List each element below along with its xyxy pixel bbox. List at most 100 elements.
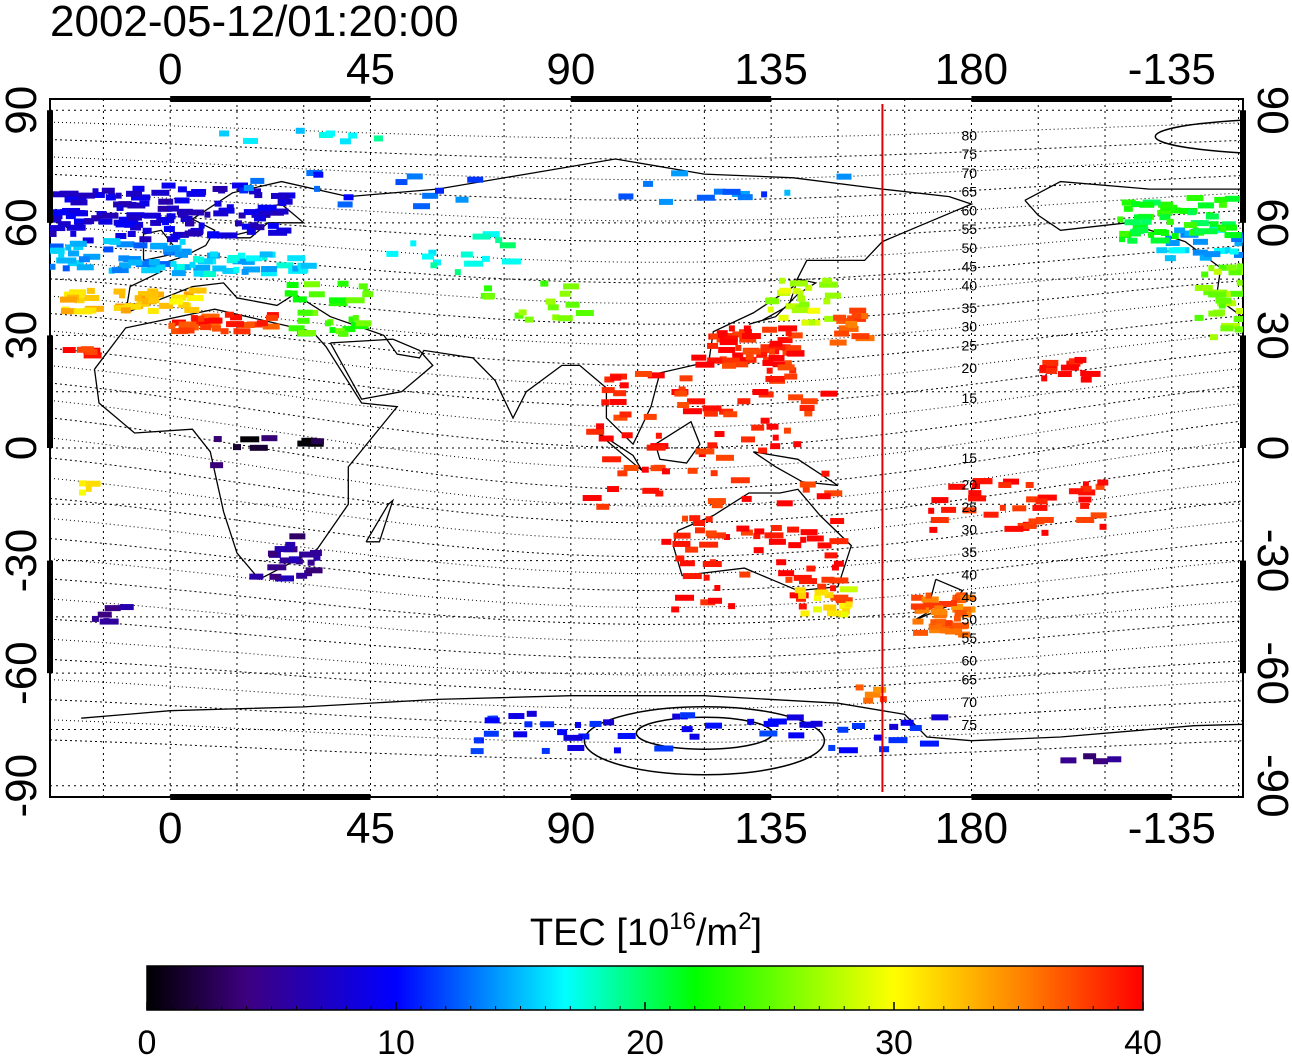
maglat-label: 20 [961,476,977,492]
tec-cell [682,408,702,415]
tec-cell [116,204,124,211]
tec-cell [761,191,768,198]
tec-cell [776,500,793,507]
tec-cell [928,623,942,630]
tec-cell [618,193,634,200]
south-pole-contour [583,705,826,776]
maglat-label: 25 [961,499,977,515]
tec-cell [410,240,417,247]
tec-cell [833,560,844,567]
tec-cell [817,542,832,549]
tec-cell [52,209,68,216]
tec-cell [1215,297,1232,304]
tec-cell [1060,757,1077,764]
tec-cell [799,301,810,308]
tec-cell [983,511,999,518]
tec-cell [787,332,803,339]
tec-cell [1214,247,1229,254]
tec-cell [1119,236,1126,243]
tec-cell [744,329,752,336]
tec-cell [1209,334,1218,341]
tec-cell [150,242,168,249]
tec-cell [1288,272,1292,278]
tec-cell [778,277,785,284]
tec-cell [395,179,408,186]
right-lat-label: -30 [1248,529,1292,593]
tec-cell [1236,263,1243,270]
tec-cell [180,215,193,222]
tec-cell [598,435,614,442]
tec-cell [50,252,51,259]
tec-cell [508,713,525,720]
tec-cell [767,718,787,725]
tec-cell [249,188,262,195]
tec-cell [1183,222,1197,229]
tec-cell [1286,171,1292,177]
tec-cell [787,526,800,533]
tec-cell [226,321,245,328]
tec-cell [673,532,691,539]
tec-cell [800,536,807,543]
maglat-label: 50 [961,240,977,256]
tec-cell [130,224,142,231]
tec-cell [713,188,726,195]
tec-cell [135,261,150,268]
tec-cell [325,130,335,137]
tec-cell [116,241,135,248]
tec-cell [691,354,707,361]
tec-cell [50,191,69,198]
tec-cell [778,325,798,332]
tec-cell [617,732,636,739]
tec-cell [760,417,770,424]
tec-cell [806,565,816,572]
tec-cell [751,424,765,431]
tec-cell [718,346,736,353]
tec-cell [514,312,524,319]
tec-cell [174,197,190,204]
tec-cell [574,721,581,728]
tec-cell [171,294,187,301]
tec-cell [687,398,706,405]
tec-cell [1220,325,1234,332]
tec-cell [613,747,621,754]
tec-cell [824,292,841,299]
tec-cell [329,327,336,334]
left-edge-bar [47,335,53,448]
tec-cell [99,618,119,625]
tec-cell [170,233,181,240]
tec-cell [1039,365,1047,372]
tec-cell [634,370,652,377]
maglat-contour [50,208,1243,243]
tec-cell [655,432,662,439]
tec-cell [1041,375,1048,382]
tec-cell [674,390,688,397]
left-lat-label: -60 [0,641,46,705]
tec-cell [270,192,290,199]
left-edge-bar [47,560,53,674]
tec-cell [830,518,845,525]
maglat-label: 45 [961,259,977,275]
tec-cell [233,444,242,451]
tec-cell [267,564,287,571]
tec-cell [793,574,812,581]
tec-cell [176,263,185,270]
tec-cell [1080,376,1092,383]
tec-cell [324,320,331,327]
tec-cell [85,480,101,487]
top-edge-bar [170,96,371,102]
tec-cell [739,571,751,578]
tec-cell [101,187,115,194]
tec-cell [1236,279,1243,286]
tec-cell [1213,268,1222,275]
tec-cell [845,320,858,327]
tec-cell [816,493,831,500]
tec-cell [76,264,94,271]
tec-cell [1218,201,1227,208]
tec-cell [1078,496,1092,503]
tec-cell [288,325,305,332]
tec-cell [621,432,633,439]
tec-cell [276,227,292,234]
tec-cell [850,315,867,322]
tec-cell [1081,370,1101,377]
tec-cell [1083,753,1097,760]
